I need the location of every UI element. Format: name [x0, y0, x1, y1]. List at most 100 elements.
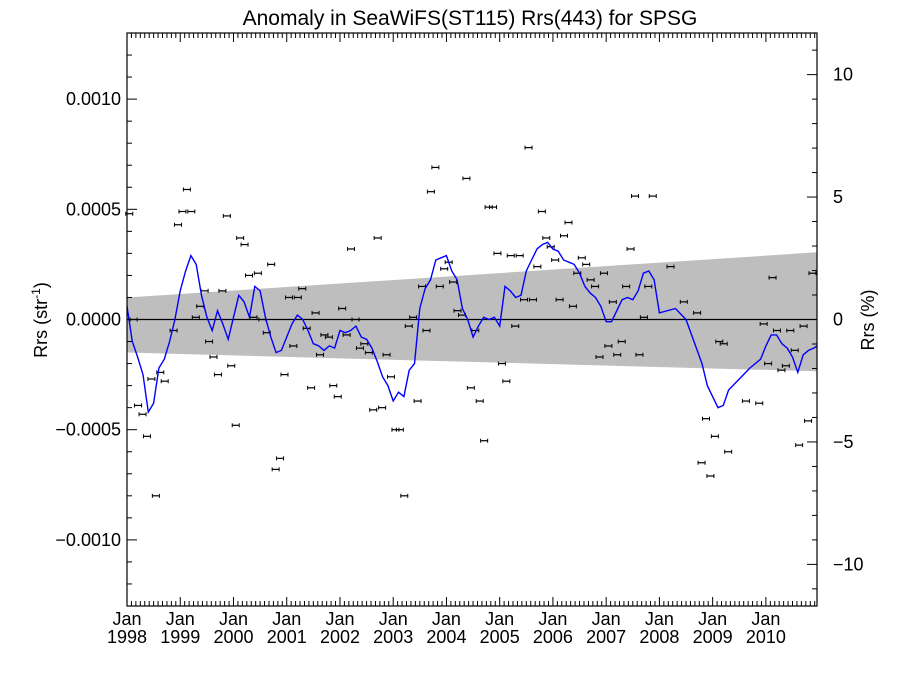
- data-point: [236, 235, 245, 240]
- data-point: [311, 310, 320, 315]
- x-tick-label-month: Jan: [751, 609, 780, 629]
- data-point: [293, 295, 302, 300]
- data-point: [369, 407, 378, 412]
- data-point: [475, 399, 484, 404]
- x-tick-label-year: 2008: [639, 627, 679, 647]
- x-tick-label-year: 2002: [320, 627, 360, 647]
- data-point: [768, 275, 777, 280]
- data-point: [364, 350, 373, 355]
- x-tick-label-year: 2006: [533, 627, 573, 647]
- data-point: [138, 412, 147, 417]
- data-point: [324, 335, 333, 340]
- data-point: [355, 346, 364, 351]
- y-tick-label-left: 0.0000: [66, 310, 121, 330]
- data-point: [764, 361, 773, 366]
- data-point: [786, 328, 795, 333]
- data-point: [466, 385, 475, 390]
- data-point: [719, 341, 728, 346]
- data-point: [347, 246, 356, 251]
- data-point: [147, 377, 156, 382]
- data-point: [635, 352, 644, 357]
- data-point: [613, 352, 622, 357]
- data-point: [386, 374, 395, 379]
- data-point: [373, 235, 382, 240]
- data-point: [560, 233, 568, 238]
- data-point: [174, 222, 183, 227]
- data-point: [413, 399, 422, 404]
- data-point: [489, 205, 498, 210]
- data-point: [502, 379, 511, 384]
- data-point: [245, 273, 254, 278]
- data-point: [267, 262, 276, 267]
- data-point: [315, 352, 324, 357]
- y-tick-label-left: 0.0010: [66, 89, 121, 109]
- data-point: [378, 405, 387, 410]
- y-axis-right-label: Rrs (%): [858, 290, 878, 351]
- data-point: [604, 343, 613, 348]
- data-point: [586, 277, 595, 282]
- data-point: [741, 399, 750, 404]
- x-tick-label-month: Jan: [592, 609, 621, 629]
- x-tick-label-year: 2009: [693, 627, 733, 647]
- x-tick-label-month: Jan: [432, 609, 461, 629]
- data-point: [333, 394, 342, 399]
- data-point: [351, 317, 360, 322]
- data-point: [426, 189, 435, 194]
- data-point: [187, 209, 196, 214]
- data-point: [772, 328, 781, 333]
- data-point: [400, 493, 409, 498]
- data-point: [697, 460, 706, 465]
- data-point: [524, 145, 533, 150]
- data-point: [511, 324, 520, 329]
- data-point: [271, 467, 280, 472]
- x-tick-label-month: Jan: [645, 609, 674, 629]
- data-point: [227, 363, 236, 368]
- x-tick-label-month: Jan: [112, 609, 141, 629]
- data-point: [666, 264, 675, 269]
- y-tick-label-left: −0.0005: [55, 420, 121, 440]
- data-point: [213, 372, 222, 377]
- data-point: [435, 284, 444, 289]
- data-point: [404, 324, 413, 329]
- data-point: [599, 271, 608, 276]
- data-point: [480, 438, 489, 443]
- data-point: [679, 299, 688, 304]
- x-tick-label-year: 1998: [107, 627, 147, 647]
- running-mean-line: [126, 241, 818, 415]
- data-point: [422, 328, 431, 333]
- data-point: [284, 295, 293, 300]
- data-point: [622, 284, 631, 289]
- data-point: [591, 284, 600, 289]
- data-point: [160, 379, 169, 384]
- data-point: [781, 363, 790, 368]
- x-tick-label-month: Jan: [219, 609, 248, 629]
- data-point: [191, 315, 200, 320]
- data-point: [298, 286, 307, 291]
- x-tick-label-month: Jan: [485, 609, 514, 629]
- data-point: [808, 271, 817, 276]
- data-point: [759, 321, 768, 326]
- data-point: [790, 348, 799, 353]
- x-tick-label-month: Jan: [272, 609, 301, 629]
- y-tick-label-right: 0: [833, 310, 843, 330]
- data-point: [631, 194, 640, 199]
- data-point: [577, 255, 586, 260]
- data-point: [799, 324, 808, 329]
- data-point: [409, 315, 418, 320]
- x-tick-label-month: Jan: [538, 609, 567, 629]
- data-point: [551, 257, 560, 262]
- y-tick-label-right: 10: [833, 65, 853, 85]
- data-point: [342, 332, 351, 337]
- data-point: [617, 339, 626, 344]
- data-point: [533, 264, 542, 269]
- x-tick-label-year: 2005: [480, 627, 520, 647]
- data-point: [178, 209, 187, 214]
- data-point: [253, 271, 262, 276]
- data-point: [644, 284, 653, 289]
- y-tick-label-right: −5: [833, 432, 854, 452]
- x-tick-label-year: 2010: [746, 627, 786, 647]
- data-point: [289, 343, 298, 348]
- data-point: [693, 310, 702, 315]
- data-point: [182, 187, 191, 192]
- chart-title: Anomaly in SeaWiFS(ST115) Rrs(443) for S…: [243, 7, 698, 30]
